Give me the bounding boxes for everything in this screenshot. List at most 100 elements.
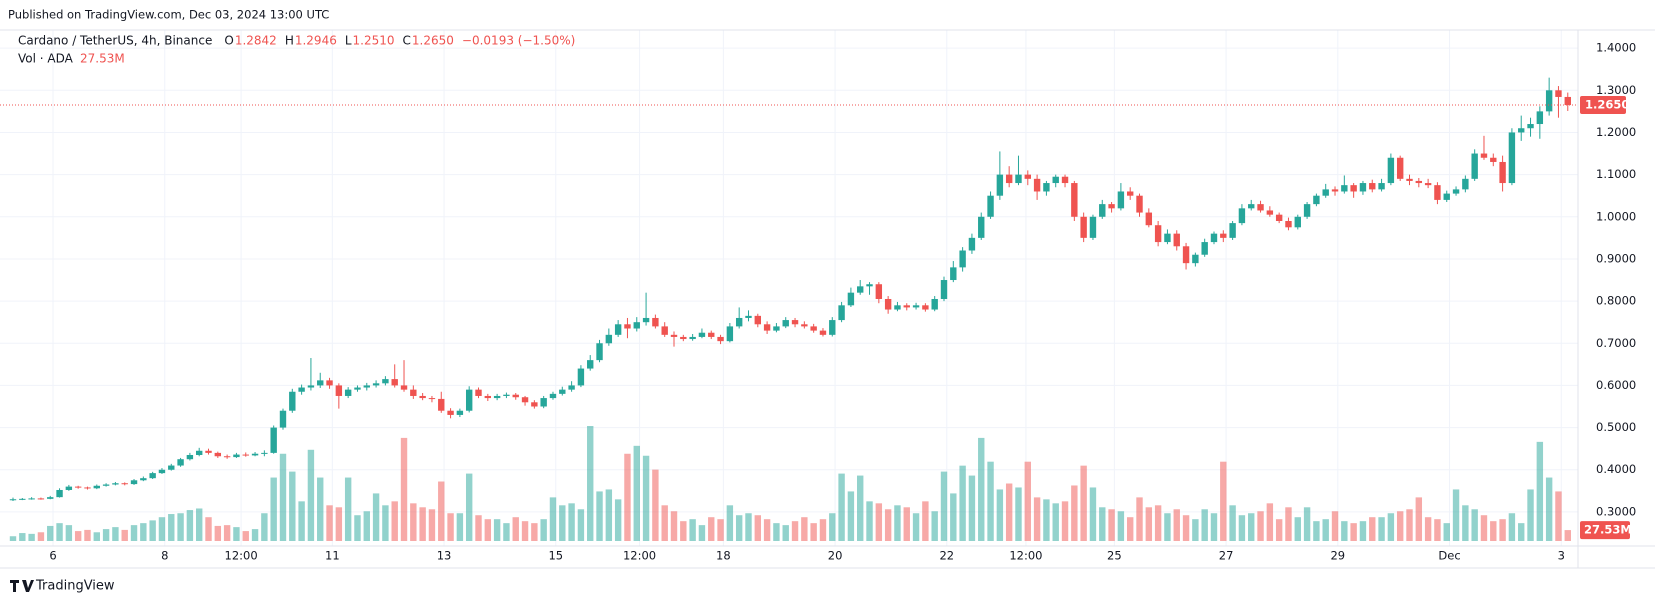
candle-body <box>344 389 352 396</box>
candle-body <box>158 469 166 474</box>
y-tick-label: 1.2000 <box>1596 125 1636 139</box>
volume-bar <box>1238 515 1246 541</box>
candle-body <box>140 478 147 481</box>
y-tick-label: 0.6000 <box>1596 378 1636 392</box>
axes: 0.3000 0.4000 0.5000 0.6000 0.7000 0.8000 0.90… <box>0 29 1655 569</box>
volume-bar <box>1434 519 1441 541</box>
candle-body <box>102 484 110 486</box>
volume-bar <box>968 475 976 541</box>
candle-body <box>1350 185 1357 192</box>
candle-body <box>1275 214 1283 221</box>
volume-bar <box>1257 511 1264 541</box>
volume-bar <box>112 527 119 541</box>
volume-bar <box>1564 530 1571 541</box>
volume-bar <box>1182 515 1190 541</box>
candle-body <box>484 395 492 399</box>
volume-bar <box>1378 517 1385 541</box>
volume-last-box <box>1580 521 1630 540</box>
candle-body <box>754 315 761 325</box>
volume-bar <box>1294 517 1301 541</box>
candle-body <box>326 380 333 386</box>
volume-bar <box>642 455 650 541</box>
volume-bar <box>363 511 370 541</box>
candle-body <box>1536 111 1544 125</box>
x-tick-label: 8 <box>161 549 168 563</box>
candle-body <box>1248 204 1255 209</box>
ohlc-value: 1.2510 <box>353 34 395 48</box>
volume-bar <box>65 525 73 541</box>
volume-bar <box>754 515 761 541</box>
volume-bar <box>1136 497 1143 541</box>
volume-bar <box>726 505 734 541</box>
volume-bar <box>1275 519 1283 541</box>
candle-body <box>1443 193 1450 200</box>
volume-bar <box>1462 505 1469 541</box>
candle-body <box>168 465 175 470</box>
x-tick-label: Dec <box>1438 549 1460 563</box>
volume-bar <box>428 509 436 541</box>
candle-body <box>19 498 26 500</box>
x-tick-label: 12:00 <box>225 549 258 563</box>
volume-bar <box>223 525 231 541</box>
candle-body <box>1145 212 1153 226</box>
volume-bar <box>1052 503 1059 541</box>
volume-bar <box>698 525 706 541</box>
candle-body <box>726 326 734 342</box>
volume-bar <box>74 531 82 541</box>
volume-bar <box>1033 497 1041 541</box>
y-tick-label: 0.8000 <box>1596 294 1636 308</box>
candle-body <box>978 216 985 238</box>
volume-bar <box>587 426 594 541</box>
candle-body <box>596 343 603 361</box>
candle-body <box>745 315 752 318</box>
volume-bar <box>1127 517 1134 541</box>
candle-body <box>968 237 976 251</box>
candle-body <box>1229 223 1236 238</box>
volume-bar <box>130 525 138 541</box>
x-tick-label: 18 <box>716 549 731 563</box>
candle-body <box>1127 191 1134 196</box>
y-tick-label: 0.3000 <box>1596 504 1636 518</box>
candle-body <box>1285 220 1292 228</box>
x-tick-label: 13 <box>437 549 452 563</box>
volume-bar <box>912 513 920 541</box>
candle-body <box>1378 183 1385 190</box>
volume-bar <box>1350 523 1357 541</box>
volume-bar <box>270 477 277 541</box>
candle-body <box>242 454 249 456</box>
candle-body <box>549 393 557 399</box>
candle-body <box>680 336 687 340</box>
volume-bar <box>512 517 519 541</box>
candle-body <box>354 387 361 390</box>
candle-body <box>568 385 575 390</box>
volume-bar <box>298 501 305 541</box>
candle-body <box>1313 195 1320 205</box>
volume-bar <box>940 471 948 541</box>
candle-body <box>1527 124 1534 129</box>
candle-body <box>1061 176 1069 184</box>
volume-bar <box>903 507 910 541</box>
candle-body <box>1005 174 1013 184</box>
volume-bar <box>1164 513 1171 541</box>
candle-body <box>773 326 780 331</box>
candle-body <box>1154 225 1162 243</box>
candle-body <box>1508 132 1516 184</box>
candle-body <box>279 410 287 428</box>
volume-bar <box>1071 485 1078 541</box>
candle-body <box>829 320 836 335</box>
volume-bar <box>708 517 715 541</box>
volume-bar <box>1229 505 1236 541</box>
volume-bar <box>1201 509 1208 541</box>
x-tick-label: 3 <box>1558 549 1565 563</box>
volume-bar <box>56 523 63 541</box>
candle-body <box>130 480 138 485</box>
candle-body <box>382 379 389 384</box>
candle-body <box>1331 189 1339 192</box>
candle-body <box>987 195 994 217</box>
candle-body <box>1238 208 1246 224</box>
candle-body <box>670 334 678 337</box>
volume-bar <box>317 477 324 541</box>
volume-bar <box>344 477 352 541</box>
y-tick-label: 1.3000 <box>1596 83 1636 97</box>
candle-body <box>577 368 585 386</box>
